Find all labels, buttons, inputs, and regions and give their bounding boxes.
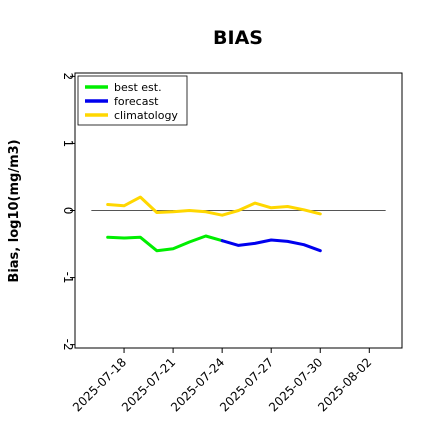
series-line-best-est bbox=[106, 234, 224, 253]
y-axis-label: Bias, log10(mg/m3) bbox=[7, 139, 22, 282]
y-tick-label: -2 bbox=[61, 339, 75, 351]
chart-title: BIAS bbox=[213, 27, 263, 49]
legend-label-best-est: best est. bbox=[114, 81, 162, 94]
legend: best est. forecast climatology bbox=[77, 75, 188, 126]
y-tick-label: -1 bbox=[61, 272, 75, 284]
y-tick-label: 1 bbox=[61, 140, 75, 148]
series-line-forecast bbox=[220, 238, 322, 253]
y-tick-label: 0 bbox=[61, 207, 75, 215]
y-axis-ticks: -2 -1 0 1 2 bbox=[61, 73, 75, 351]
y-tick-label: 2 bbox=[61, 73, 75, 81]
series-lines bbox=[106, 195, 322, 253]
x-axis-ticks: 2025-07-182025-07-212025-07-242025-07-27… bbox=[70, 348, 374, 414]
legend-label-climatology: climatology bbox=[114, 109, 178, 122]
series-line-climatology bbox=[106, 195, 322, 217]
legend-label-forecast: forecast bbox=[114, 95, 159, 108]
